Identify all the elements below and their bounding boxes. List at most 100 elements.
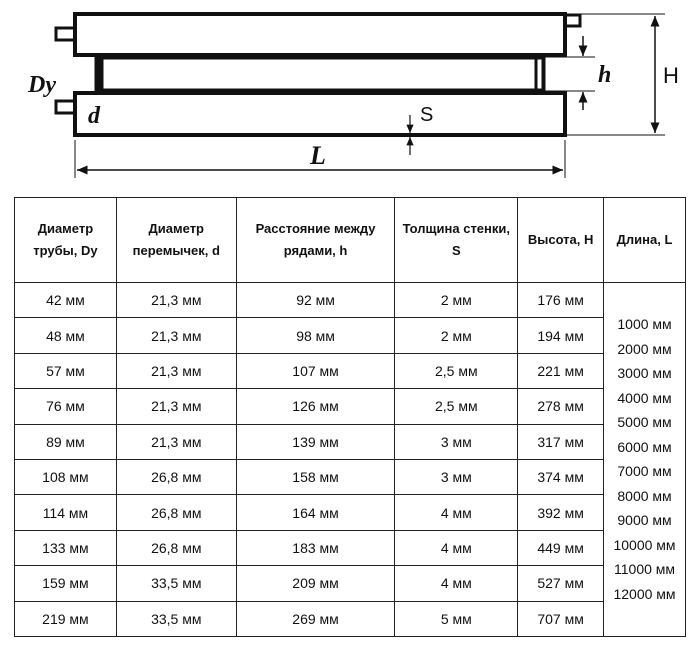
table-row: 114 мм 26,8 мм 164 мм 4 мм 392 мм: [14, 494, 686, 531]
table-cell: 26,8 мм: [115, 494, 237, 531]
middle-pipe: [94, 56, 546, 92]
table-cell: 126 мм: [235, 388, 396, 425]
table-cell: 183 мм: [235, 529, 396, 567]
stub: [54, 26, 77, 42]
table-row: 133 мм 26,8 мм 183 мм 4 мм 449 мм: [14, 529, 686, 567]
table-cell: 26,8 мм: [115, 458, 237, 496]
table-row: 159 мм 33,5 мм 209 мм 4 мм 527 мм: [14, 565, 686, 602]
length-item: 4000 мм: [617, 389, 672, 406]
table-cell: 4 мм: [394, 565, 519, 602]
table-cell: 107 мм: [235, 352, 396, 390]
stub: [54, 99, 77, 115]
length-item: 7000 мм: [617, 463, 672, 480]
label-dy: Dy: [27, 72, 56, 98]
length-item: 2000 мм: [617, 340, 672, 357]
label-h: h: [598, 62, 611, 88]
table-cell: 5 мм: [394, 600, 519, 637]
length-item: 8000 мм: [617, 487, 672, 504]
table-cell: 33,5 мм: [115, 600, 237, 637]
table-cell: 392 мм: [517, 494, 605, 531]
table-cell: 158 мм: [235, 458, 396, 496]
length-item: 3000 мм: [617, 365, 672, 382]
jumper: [95, 56, 104, 92]
table-cell: 317 мм: [517, 423, 605, 460]
table-cell: 4 мм: [394, 529, 519, 567]
stub: [563, 13, 582, 28]
pipe-diagram: Dy d S h H L: [27, 12, 679, 178]
table-cell: 219 мм: [14, 600, 117, 637]
length-item: 5000 мм: [617, 414, 672, 431]
table-cell: 26,8 мм: [115, 529, 237, 567]
label-height: H: [663, 63, 679, 88]
table-cell: 209 мм: [235, 565, 396, 602]
table-cell: 21,3 мм: [115, 281, 237, 319]
spec-table: Диаметр трубы, Dy Диаметр перемычек, d Рас…: [14, 197, 686, 637]
table-row: 89 мм 21,3 мм 139 мм 3 мм 317 мм: [14, 423, 686, 460]
table-cell: 21,3 мм: [115, 352, 237, 390]
table-cell: 139 мм: [235, 423, 396, 460]
table-row: 76 мм 21,3 мм 126 мм 2,5 мм 278 мм: [14, 388, 686, 425]
table-cell: 3 мм: [394, 423, 519, 460]
label-d: d: [88, 103, 101, 129]
table-cell: 98 мм: [235, 317, 396, 354]
table-cell: 114 мм: [14, 494, 117, 531]
length-item: 6000 мм: [617, 438, 672, 455]
table-cell: 2 мм: [394, 317, 519, 354]
length-cell: 1000 мм 2000 мм 3000 мм 4000 мм 5000 мм 6000 …: [603, 282, 686, 637]
table-cell: 133 мм: [14, 529, 117, 567]
label-s: S: [420, 104, 433, 126]
table-row: 57 мм 21,3 мм 107 мм 2,5 мм 221 мм: [14, 352, 686, 390]
table-cell: 42 мм: [14, 281, 117, 319]
table-cell: 4 мм: [394, 494, 519, 531]
table-cell: 48 мм: [14, 317, 117, 354]
column-header: Расстояние между рядами, h: [235, 197, 396, 283]
table-cell: 527 мм: [517, 565, 605, 602]
table-row: 42 мм 21,3 мм 92 мм 2 мм 176 мм 1000 мм 2000 м…: [14, 281, 686, 637]
length-item: 10000 мм: [613, 536, 676, 553]
column-header: Диаметр трубы, Dy: [14, 197, 117, 283]
bottom-pipe: [73, 91, 567, 137]
length-item: 12000 мм: [613, 585, 676, 602]
table-cell: 449 мм: [517, 529, 605, 567]
jumper: [534, 55, 545, 93]
table-cell: 159 мм: [14, 565, 117, 602]
top-pipe: [73, 12, 567, 57]
label-length: L: [309, 141, 326, 170]
table-cell: 21,3 мм: [115, 317, 237, 354]
table-cell: 21,3 мм: [115, 423, 237, 460]
table-cell: 374 мм: [517, 458, 605, 496]
header-row: Диаметр трубы, Dy Диаметр перемычек, d Рас…: [14, 197, 686, 283]
table-cell: 278 мм: [517, 388, 605, 425]
column-header: Длина, L: [603, 197, 686, 283]
column-header: Толщина стенки, S: [394, 197, 519, 283]
table-cell: 3 мм: [394, 458, 519, 496]
table-cell: 2,5 мм: [394, 352, 519, 390]
table-cell: 194 мм: [517, 317, 605, 354]
table-cell: 221 мм: [517, 352, 605, 390]
table-row: 108 мм 26,8 мм 158 мм 3 мм 374 мм: [14, 458, 686, 496]
table-body: 42 мм 21,3 мм 92 мм 2 мм 176 мм 1000 мм 2000 м…: [14, 281, 686, 637]
length-item: 1000 мм: [617, 316, 672, 333]
table-cell: 92 мм: [235, 281, 396, 319]
length-list: 1000 мм 2000 мм 3000 мм 4000 мм 5000 мм 6000 …: [608, 312, 681, 606]
table-cell: 707 мм: [517, 600, 605, 637]
table-cell: 176 мм: [517, 281, 605, 319]
table-row: 219 мм 33,5 мм 269 мм 5 мм 707 мм: [14, 600, 686, 637]
table-cell: 89 мм: [14, 423, 117, 460]
table-cell: 2,5 мм: [394, 388, 519, 425]
column-header: Высота, H: [517, 197, 605, 283]
length-item: 9000 мм: [617, 512, 672, 529]
table-cell: 2 мм: [394, 281, 519, 319]
table-row: 48 мм 21,3 мм 98 мм 2 мм 194 мм: [14, 317, 686, 354]
column-header: Диаметр перемычек, d: [115, 197, 237, 283]
table-cell: 76 мм: [14, 388, 117, 425]
table-cell: 269 мм: [235, 600, 396, 637]
table-cell: 57 мм: [14, 352, 117, 390]
table-cell: 108 мм: [14, 458, 117, 496]
length-item: 11000 мм: [614, 561, 676, 578]
table-cell: 33,5 мм: [115, 565, 237, 602]
table-cell: 21,3 мм: [115, 388, 237, 425]
table-cell: 164 мм: [235, 494, 396, 531]
